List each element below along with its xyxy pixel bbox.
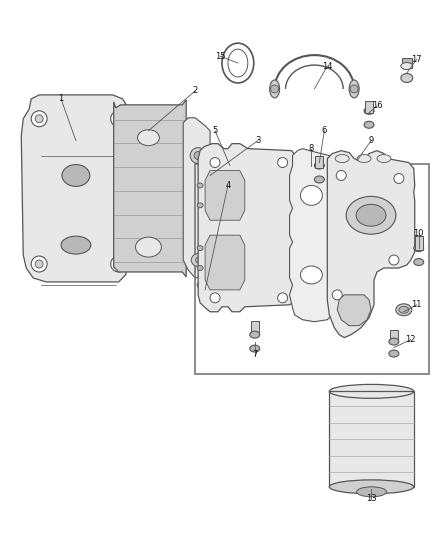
Ellipse shape: [414, 245, 424, 252]
Text: 8: 8: [309, 144, 314, 153]
Circle shape: [115, 115, 123, 123]
Text: 5: 5: [212, 126, 218, 135]
Text: 10: 10: [413, 229, 424, 238]
Ellipse shape: [389, 338, 399, 345]
Ellipse shape: [250, 345, 260, 352]
Circle shape: [389, 255, 399, 265]
Text: 11: 11: [411, 300, 422, 309]
Text: 12: 12: [406, 335, 416, 344]
Circle shape: [278, 293, 288, 303]
Circle shape: [31, 256, 47, 272]
Polygon shape: [327, 151, 415, 337]
Bar: [315, 156, 323, 167]
Text: 17: 17: [411, 54, 422, 63]
Ellipse shape: [197, 183, 203, 188]
Ellipse shape: [399, 306, 409, 313]
Text: 4: 4: [225, 181, 230, 190]
Bar: [251, 321, 259, 335]
Polygon shape: [205, 171, 245, 220]
Circle shape: [31, 111, 47, 127]
Ellipse shape: [314, 176, 324, 183]
Polygon shape: [21, 95, 129, 282]
Polygon shape: [337, 295, 371, 326]
Bar: [329, 391, 414, 487]
Ellipse shape: [389, 350, 399, 357]
Ellipse shape: [270, 80, 279, 98]
Text: 9: 9: [368, 136, 374, 145]
Circle shape: [210, 293, 220, 303]
Text: 13: 13: [366, 494, 376, 503]
Ellipse shape: [62, 165, 90, 187]
Ellipse shape: [401, 62, 413, 69]
Ellipse shape: [364, 107, 374, 114]
Polygon shape: [329, 391, 414, 494]
Ellipse shape: [197, 281, 207, 289]
Ellipse shape: [300, 266, 322, 284]
Polygon shape: [183, 118, 218, 278]
Text: 15: 15: [215, 52, 225, 61]
Text: 7: 7: [252, 350, 258, 359]
Ellipse shape: [250, 331, 260, 338]
Text: 16: 16: [372, 101, 382, 110]
Circle shape: [336, 171, 346, 181]
Ellipse shape: [329, 480, 414, 494]
Text: 2: 2: [193, 86, 198, 95]
Polygon shape: [114, 100, 186, 277]
Circle shape: [278, 158, 288, 167]
Circle shape: [271, 85, 279, 93]
Circle shape: [350, 85, 358, 93]
Circle shape: [111, 111, 127, 127]
Ellipse shape: [377, 155, 391, 163]
Circle shape: [332, 290, 342, 300]
Polygon shape: [290, 149, 334, 322]
Ellipse shape: [300, 185, 322, 205]
Ellipse shape: [414, 259, 424, 265]
Ellipse shape: [197, 265, 203, 270]
Text: 6: 6: [321, 126, 327, 135]
Ellipse shape: [357, 155, 371, 163]
Bar: [415, 236, 423, 250]
Ellipse shape: [314, 162, 324, 169]
Ellipse shape: [346, 196, 396, 234]
Bar: [390, 330, 398, 342]
Text: 1: 1: [58, 94, 64, 103]
Circle shape: [199, 282, 205, 288]
Circle shape: [35, 115, 43, 123]
Ellipse shape: [357, 487, 386, 497]
Ellipse shape: [61, 236, 91, 254]
Circle shape: [111, 256, 127, 272]
Circle shape: [210, 158, 220, 167]
Ellipse shape: [401, 74, 413, 83]
Text: 14: 14: [322, 61, 332, 70]
Ellipse shape: [364, 122, 374, 128]
Bar: [195, 164, 429, 375]
Ellipse shape: [396, 304, 412, 316]
Polygon shape: [205, 235, 245, 290]
Circle shape: [35, 260, 43, 268]
Ellipse shape: [138, 130, 159, 146]
Ellipse shape: [335, 155, 349, 163]
Text: 3: 3: [255, 136, 261, 145]
Bar: [365, 101, 373, 113]
Ellipse shape: [197, 203, 203, 208]
Ellipse shape: [190, 148, 206, 164]
Bar: [402, 58, 412, 68]
Ellipse shape: [194, 151, 202, 159]
Ellipse shape: [356, 204, 386, 226]
Ellipse shape: [196, 256, 205, 263]
Circle shape: [394, 173, 404, 183]
Polygon shape: [198, 144, 297, 312]
Ellipse shape: [135, 237, 161, 257]
Ellipse shape: [191, 253, 209, 267]
Ellipse shape: [349, 80, 359, 98]
Ellipse shape: [197, 246, 203, 251]
Ellipse shape: [329, 384, 414, 398]
Circle shape: [115, 260, 123, 268]
